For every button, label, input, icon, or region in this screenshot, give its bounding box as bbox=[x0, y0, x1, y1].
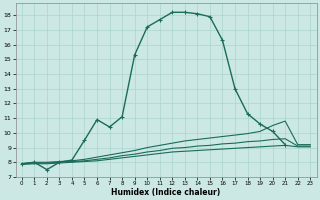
X-axis label: Humidex (Indice chaleur): Humidex (Indice chaleur) bbox=[111, 188, 221, 197]
